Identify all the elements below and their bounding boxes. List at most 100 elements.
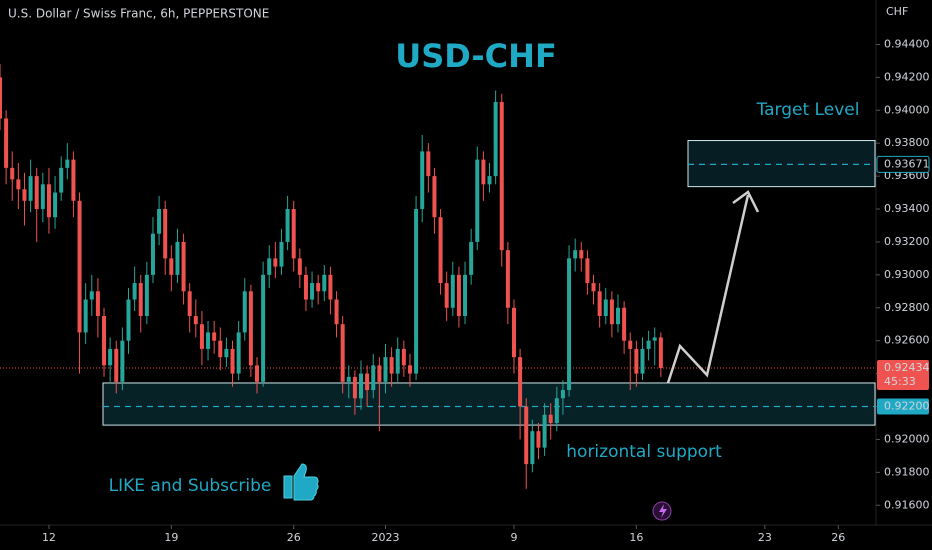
candle-body: [175, 241, 180, 275]
axes: 0.944000.942000.940000.938000.936000.934…: [42, 37, 930, 544]
candle-body: [53, 192, 58, 218]
x-tick-label: 26: [831, 531, 845, 544]
candle-body: [505, 250, 510, 308]
candle-body: [187, 291, 192, 316]
candle-body: [181, 241, 186, 292]
candle-body: [102, 315, 107, 366]
candle-body: [352, 376, 357, 399]
candle-body: [254, 365, 259, 382]
y-tick-label: 0.92000: [884, 432, 930, 445]
candle-body: [597, 291, 602, 316]
support-price-label: 0.92200: [884, 400, 930, 413]
candle-body: [279, 241, 284, 267]
candle-body: [530, 431, 535, 465]
candle-body: [652, 337, 657, 341]
x-tick-label: 16: [629, 531, 643, 544]
candle-body: [236, 332, 241, 374]
candle-body: [646, 340, 651, 349]
candle-body: [475, 159, 480, 242]
candle-body: [95, 291, 100, 316]
current-price-label: 0.92434: [884, 361, 930, 374]
candle-body: [163, 209, 168, 259]
candle-body: [554, 398, 559, 423]
support-zone: [102, 382, 876, 426]
candle-body: [395, 348, 400, 374]
y-tick-label: 0.94000: [884, 103, 930, 116]
candle-body: [407, 365, 412, 374]
candle-body: [230, 348, 235, 374]
candle-body: [144, 274, 149, 316]
candle-body: [303, 274, 308, 300]
candle-body: [150, 233, 155, 275]
candle-body: [193, 315, 198, 325]
candle-body: [640, 348, 645, 374]
candle-body: [114, 348, 119, 382]
candle-body: [456, 274, 461, 316]
candle-body: [273, 258, 278, 267]
candle-body: [334, 299, 339, 325]
currency-label: CHF: [886, 5, 908, 18]
candle-body: [218, 340, 223, 358]
candle-body: [371, 365, 376, 391]
candle-body: [542, 414, 547, 448]
x-tick-label: 12: [42, 531, 56, 544]
y-tick-label: 0.94200: [884, 70, 930, 83]
candle-body: [432, 176, 437, 218]
candle-body: [463, 274, 468, 316]
y-tick-label: 0.92800: [884, 301, 930, 314]
candle-body: [34, 176, 39, 210]
candle-body: [316, 283, 321, 292]
candle-body: [487, 176, 492, 185]
arrow-head: [732, 190, 760, 213]
candle-body: [322, 274, 327, 292]
candle-body: [242, 291, 247, 333]
candle-body: [291, 209, 296, 259]
zones: [0, 140, 876, 426]
candle-body: [511, 307, 516, 358]
candle-body: [0, 77, 2, 119]
candle-body: [212, 332, 217, 341]
candle-body: [169, 258, 174, 275]
candles: [0, 64, 663, 489]
candle-body: [261, 274, 266, 382]
candle-body: [126, 299, 131, 341]
candle-body: [634, 348, 639, 374]
current-price-tag: [877, 359, 929, 390]
candle-body: [499, 102, 504, 251]
target-zone: [687, 140, 876, 188]
candle-body: [518, 357, 523, 407]
candle-body: [248, 291, 253, 366]
candle-body: [450, 274, 455, 308]
candle-body: [560, 390, 565, 399]
candle-body: [83, 299, 88, 333]
candle-body: [267, 258, 272, 275]
candle-body: [65, 159, 70, 168]
chart-title: USD-CHF: [395, 37, 557, 75]
y-tick-label: 0.91600: [884, 498, 930, 511]
alert-icon: [652, 501, 672, 521]
target-label: Target Level: [756, 100, 860, 120]
candle-body: [377, 365, 382, 382]
thumbs-up-icon: [283, 463, 319, 501]
candle-body: [138, 283, 143, 316]
candle-body: [340, 324, 345, 382]
x-tick-label: 2023: [371, 531, 399, 544]
candle-body: [297, 258, 302, 275]
support-price-tag: [877, 398, 929, 415]
candle-body: [444, 283, 449, 308]
candle-body: [285, 209, 290, 242]
candle-body: [46, 184, 51, 218]
candle-body: [401, 348, 406, 366]
y-tick-label: 0.91800: [884, 465, 930, 478]
candle-body: [16, 179, 21, 190]
candle-body: [22, 189, 27, 201]
x-tick-label: 23: [758, 531, 772, 544]
candle-body: [199, 324, 204, 349]
candle-body: [585, 258, 590, 284]
candle-body: [609, 299, 614, 325]
target-price-tag: [876, 155, 930, 173]
candle-body: [603, 299, 608, 316]
candle-body: [414, 209, 419, 374]
candle-body: [438, 217, 443, 284]
